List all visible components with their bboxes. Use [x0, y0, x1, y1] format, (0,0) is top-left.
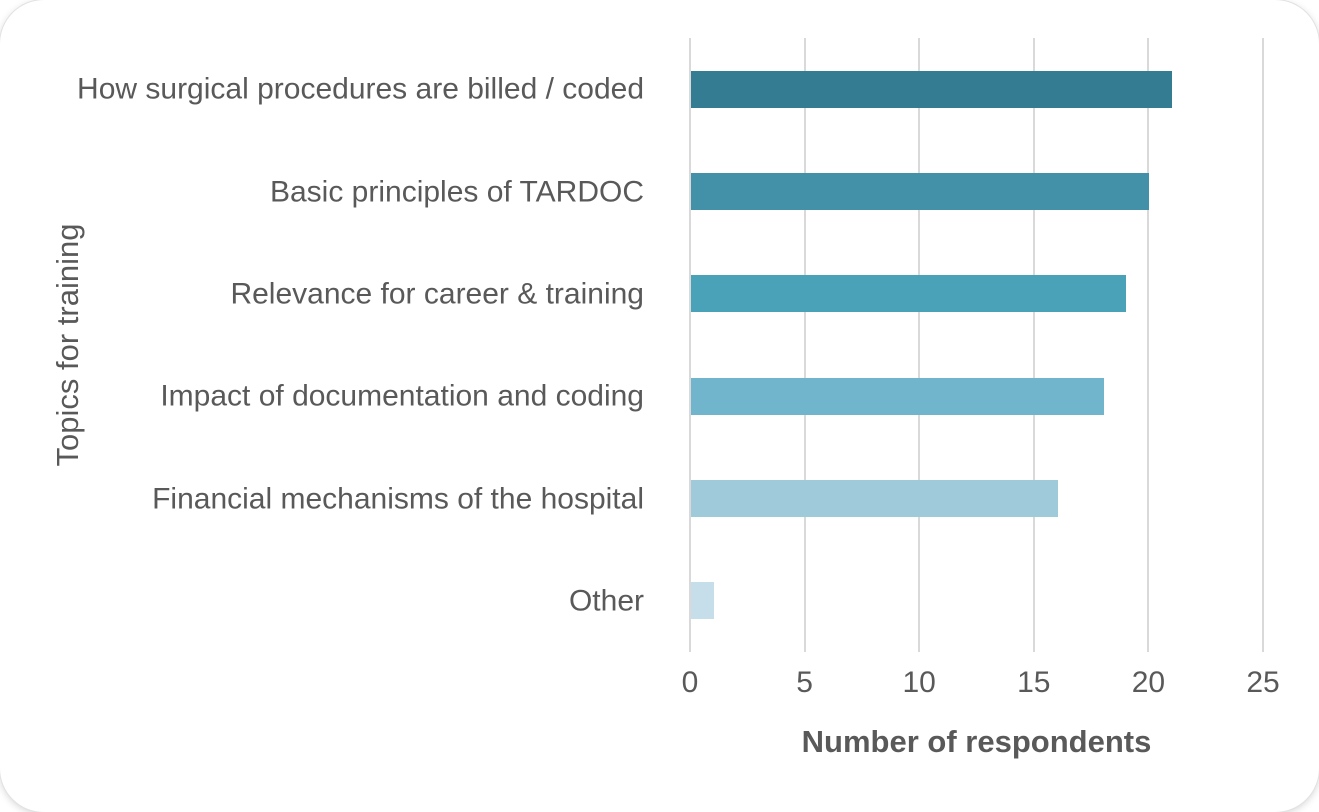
gridline-x-20 [1147, 38, 1150, 652]
gridline-x-15 [1032, 38, 1035, 652]
x-tick-label-5: 5 [796, 666, 813, 699]
x-tick-label-20: 20 [1131, 666, 1166, 699]
x-tick-label-0: 0 [681, 666, 699, 699]
gridline-x-0 [689, 38, 691, 652]
category-label-2: Relevance for career & training [230, 277, 644, 311]
bar-1 [691, 173, 1150, 210]
category-label-0: How surgical procedures are billed / cod… [77, 72, 644, 106]
gridline-x-25 [1262, 38, 1264, 652]
category-label-3: Impact of documentation and coding [160, 379, 644, 413]
x-axis-title: Number of respondents [801, 724, 1152, 759]
bar-3 [691, 377, 1104, 415]
category-label-4: Financial mechanisms of the hospital [152, 482, 644, 515]
x-tick-label-15: 15 [1017, 666, 1051, 699]
category-label-5: Other [568, 584, 644, 618]
x-tick-label-10: 10 [902, 666, 936, 699]
gridline-x-5 [803, 38, 806, 652]
bar-0 [691, 70, 1173, 108]
gridline-x-10 [918, 38, 921, 652]
bar-4 [691, 480, 1058, 517]
plot-area [689, 38, 1264, 652]
x-tick-label-25: 25 [1246, 666, 1280, 699]
bar-5 [691, 582, 714, 620]
y-axis-title: Topics for training [50, 223, 85, 467]
bar-2 [691, 275, 1127, 313]
category-label-1: Basic principles of TARDOC [269, 175, 644, 208]
